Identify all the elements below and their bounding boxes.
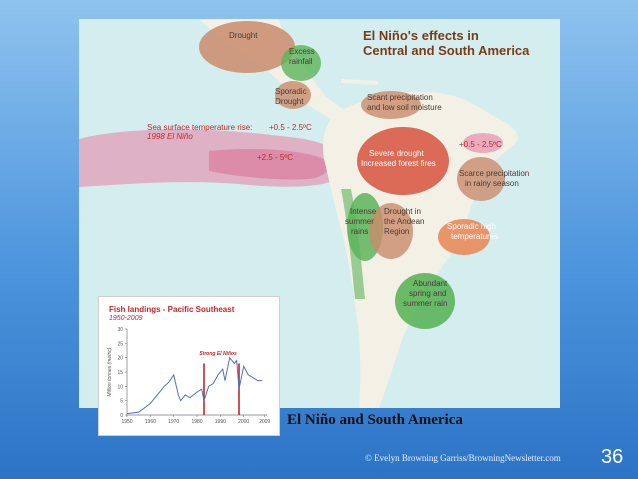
label-intense-summer-1: Intense [350,207,377,216]
slide-number: 36 [601,446,624,468]
label-scarce-precip-1: Scarce precipitation [459,169,530,178]
chart-annotation: Strong El Niños [199,351,237,357]
slide-caption: El Niño and South America [287,412,463,428]
label-excess-rainfall-1: Excess [289,47,315,56]
label-andean-drought-3: Region [384,227,410,236]
zone-severe-drought [357,127,449,195]
map-title-line1: El Niño's effects in [363,28,479,43]
chart-x-tick-label: 1970 [168,419,179,425]
label-intense-summer-2: summer [345,217,374,226]
zone-sporadic-drought [275,81,311,109]
label-sporadic-drought-2: Drought [275,97,304,106]
label-scant-precip-1: Scant precipitation [367,93,433,102]
chart-series-line [126,356,263,415]
chart-subtitle: 1950-2009 [109,315,143,322]
zone-sst-atlantic [463,133,503,153]
chart-y-tick-label: 0 [120,413,123,419]
chart-x-tick-label: 2000 [238,419,249,425]
label-abundant-rain-1: Abundant [413,279,448,288]
zone-scant-precip [361,91,421,119]
zone-sporadic-high [438,219,490,255]
chart-y-tick-label: 5 [120,399,123,405]
label-andean-drought-1: Drought in [384,207,421,216]
label-sst-rise: Sea surface temperature rise: [147,123,253,132]
zone-drought-north [199,21,295,73]
label-sporadic-drought-1: Sporadic [275,87,307,96]
chart-x-tick-label: 1960 [145,419,156,425]
label-sporadic-high-2: temperatures [451,232,499,241]
chart-x-tick-label: 1950 [121,419,132,425]
label-andean-drought-2: the Andean [384,217,425,226]
zone-coast-strip [341,189,365,299]
label-abundant-rain-2: spring and [409,289,447,298]
sst-plume-core [209,149,329,180]
chart-y-tick-label: 15 [117,370,123,376]
chart-x-tick-label: 1990 [215,419,226,425]
chart-y-tick-label: 30 [117,327,123,333]
zone-scarce-precip [457,157,505,201]
label-scarce-precip-2: in rainy season [465,179,519,188]
label-excess-rainfall-2: rainfall [289,57,313,66]
label-drought-north: Drought [229,31,258,40]
label-scant-precip-2: and low soil moisture [367,103,442,112]
chart-y-tick-label: 10 [117,384,123,390]
label-sporadic-high-1: Sporadic high [447,222,496,231]
zone-andean-drought [369,203,413,259]
label-sst-large: +2.5 - 5ºC [257,153,294,162]
map-panel: El Niño's effects in Central and South A… [79,19,560,408]
chart-svg: 0 5 10 15 20 25 30 1950 1960 1970 1980 1990 2000 2009… [107,327,270,425]
chart-y-label: Million tonnes (metric) [107,347,113,396]
label-intense-summer-3: rains [351,227,369,236]
chart-y-tick-label: 20 [117,356,123,362]
label-severe-drought-2: Increased forest fires [361,159,436,168]
fish-landings-chart: Fish landings - Pacific Southeast 1950-2… [98,296,280,436]
label-sst-small: +0.5 - 2.5ºC [269,123,312,132]
label-sst-atlantic: +0.5 - 2.5ºC [459,140,502,149]
land-caribbean [341,79,379,85]
map-graphic [79,19,518,408]
label-sst-year: 1998 El Niño [147,132,193,141]
label-abundant-rain-3: summer rain [403,299,448,308]
chart-title: Fish landings - Pacific Southeast [109,305,235,314]
map-title-line2: Central and South America [363,43,530,58]
sst-plume-pacific [79,129,348,187]
copyright-footer: © Evelyn Browning Garriss/BrowningNewsle… [365,453,561,463]
chart-x-tick-label: 1980 [191,419,202,425]
chart-y-tick-label: 25 [117,341,123,347]
map-title: El Niño's effects in Central and South A… [363,28,553,58]
chart-x-tick-label: 2009 [259,419,270,425]
label-severe-drought-1: Severe drought [369,149,424,158]
zone-abundant-rain [395,273,455,329]
zone-excess-rainfall [281,45,321,81]
